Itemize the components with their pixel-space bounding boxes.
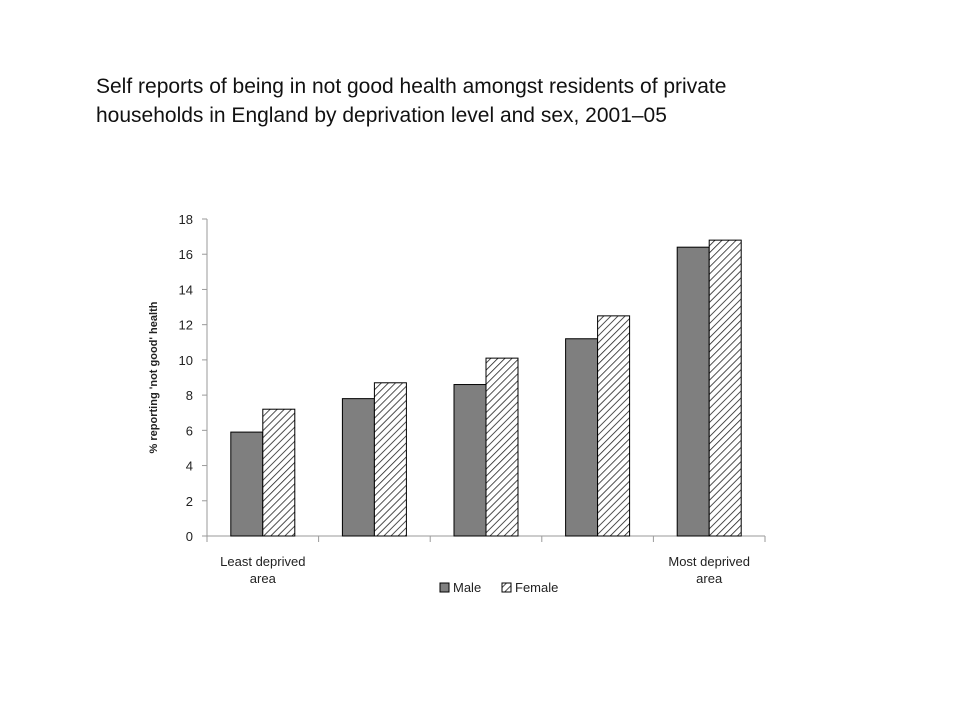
y-tick-label: 8 xyxy=(186,388,193,403)
y-axis-title: % reporting 'not good' health xyxy=(148,301,160,453)
x-category-label: Least deprived area xyxy=(220,554,305,586)
y-tick-label: 16 xyxy=(179,247,193,262)
y-tick-label: 12 xyxy=(179,318,193,333)
slide-title-line-2: households in England by deprivation lev… xyxy=(96,104,667,127)
y-tick-label: 2 xyxy=(186,494,193,509)
bar-male xyxy=(565,338,599,537)
legend-label-female: Female xyxy=(515,580,558,595)
bar-male xyxy=(230,431,264,537)
bar-female xyxy=(373,382,407,537)
slide-title-line-1: Self reports of being in not good health… xyxy=(96,75,727,98)
bar-female xyxy=(597,315,631,537)
y-tick-label: 14 xyxy=(179,282,193,297)
legend-label-male: Male xyxy=(453,580,481,595)
legend-swatch-male xyxy=(439,582,450,593)
bar-female xyxy=(708,239,742,537)
legend-swatch-female xyxy=(501,582,512,593)
bar-female xyxy=(485,357,519,537)
y-tick-label: 0 xyxy=(186,529,193,544)
slide-title: Self reports of being in not good health… xyxy=(96,72,876,130)
y-tick-label: 18 xyxy=(179,212,193,227)
bar-male xyxy=(341,398,375,537)
x-category-label: Most deprived area xyxy=(668,554,750,586)
y-tick-label: 4 xyxy=(186,459,193,474)
y-tick-label: 10 xyxy=(179,353,193,368)
bar-female xyxy=(262,408,296,537)
bar-male xyxy=(453,384,487,537)
y-tick-label: 6 xyxy=(186,423,193,438)
bar-male xyxy=(676,246,710,537)
